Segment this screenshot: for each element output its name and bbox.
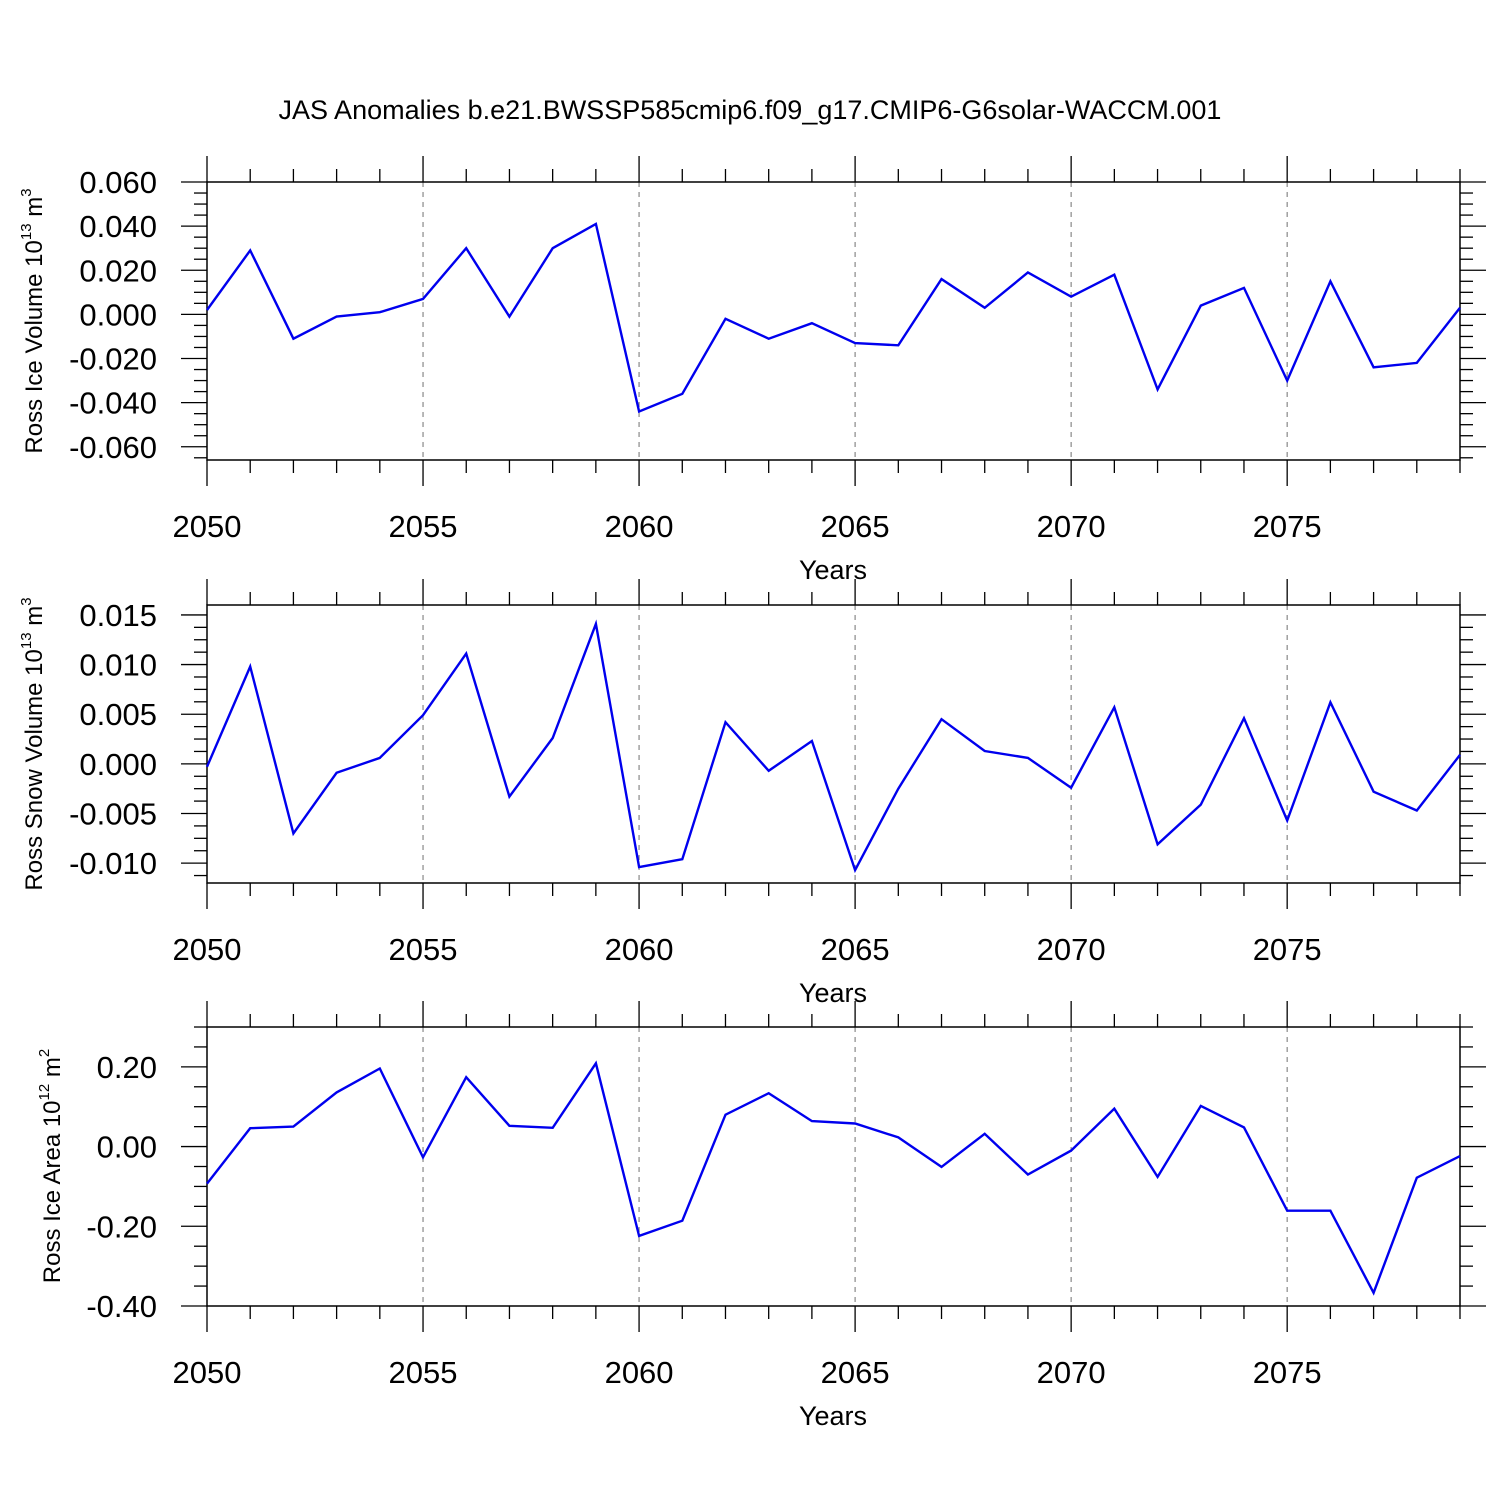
plot-frame	[206, 604, 1461, 884]
x-tick-label: 2075	[1253, 932, 1322, 967]
x-tick-label: 2055	[389, 1355, 458, 1390]
y-axis-unit-tail-exponent: 2	[36, 1049, 53, 1057]
series-line	[206, 1060, 1461, 1296]
y-axis-label-text: Ross Ice Area	[39, 1133, 66, 1283]
panel-3: -0.40 -0.20 0.00 0.20 2050 2055 2060 2065 2070 20…	[36, 1001, 1486, 1431]
y-tick-label: 0.020	[79, 253, 157, 288]
x-tick-label: 2050	[173, 932, 242, 967]
x-tick-label: 2050	[173, 509, 242, 544]
y-axis-unit-tail: m	[39, 1057, 66, 1084]
y-tick-label: -0.20	[86, 1209, 157, 1244]
x-tick-label: 2050	[173, 1355, 242, 1390]
x-tick-label: 2060	[605, 1355, 674, 1390]
y-axis-label-text: Ross Ice Volume	[21, 273, 48, 453]
y-tick-label: 0.00	[97, 1130, 157, 1165]
y-tick-label: 0.040	[79, 209, 157, 244]
x-axis-label: Years	[799, 978, 867, 1008]
y-axis-unit-base: 10	[21, 240, 48, 267]
y-tick-label: -0.060	[69, 430, 157, 465]
y-axis-unit-exponent: 12	[36, 1084, 53, 1101]
y-axis-label-space	[21, 267, 48, 274]
x-tick-label: 2065	[821, 509, 890, 544]
y-axis-label-text: Ross Snow Volume	[21, 682, 48, 890]
y-axis-label: Ross Ice Area 1012 m2	[36, 1049, 66, 1283]
x-tick-label: 2065	[821, 1355, 890, 1390]
x-tick-label: 2075	[1253, 1355, 1322, 1390]
y-tick-label: -0.040	[69, 386, 157, 421]
y-axis-label-space	[39, 1127, 66, 1134]
y-axis-label: Ross Ice Volume 1013 m3	[18, 188, 48, 453]
x-tick-label: 2065	[821, 932, 890, 967]
y-axis-unit-tail-exponent: 3	[18, 188, 35, 196]
x-tick-label: 2060	[605, 509, 674, 544]
y-tick-label: 0.010	[79, 648, 157, 683]
x-tick-label: 2070	[1037, 932, 1106, 967]
y-axis-unit-base: 10	[21, 649, 48, 676]
y-tick-label: -0.020	[69, 342, 157, 377]
x-tick-label: 2060	[605, 932, 674, 967]
y-axis-unit-base: 10	[39, 1100, 66, 1127]
x-axis-label: Years	[799, 1401, 867, 1431]
y-axis-unit-exponent: 13	[18, 632, 35, 649]
panel-1: -0.060 -0.040 -0.020 0.000 0.020 0.040 0.060 20…	[18, 156, 1486, 585]
y-axis-unit-tail: m	[21, 197, 48, 224]
plot-frame	[206, 1026, 1461, 1307]
y-tick-label: 0.000	[79, 747, 157, 782]
y-axis-unit-exponent: 13	[18, 223, 35, 240]
y-tick-label: 0.060	[79, 165, 157, 200]
series-line	[206, 222, 1461, 414]
y-axis-unit-tail-exponent: 3	[18, 597, 35, 605]
x-tick-label: 2075	[1253, 509, 1322, 544]
x-tick-label: 2055	[389, 509, 458, 544]
chart-title: JAS Anomalies b.e21.BWSSP585cmip6.f09_g1…	[279, 95, 1222, 125]
y-tick-label: 0.005	[79, 697, 157, 732]
y-axis-unit-tail: m	[21, 606, 48, 633]
panel-2: -0.010 -0.005 0.000 0.005 0.010 0.015 2050 2055…	[18, 579, 1486, 1008]
plot-frame	[206, 181, 1461, 461]
y-tick-label: 0.20	[97, 1050, 157, 1085]
x-tick-label: 2055	[389, 932, 458, 967]
y-tick-label: -0.010	[69, 846, 157, 881]
x-axis-label: Years	[799, 555, 867, 585]
y-tick-label: 0.000	[79, 297, 157, 332]
y-axis-label-space	[21, 676, 48, 683]
series-line	[205, 619, 1461, 874]
x-tick-label: 2070	[1037, 1355, 1106, 1390]
y-tick-label: 0.015	[79, 598, 157, 633]
y-tick-label: -0.40	[86, 1289, 157, 1324]
y-axis-label: Ross Snow Volume 1013 m3	[18, 597, 48, 890]
x-tick-label: 2070	[1037, 509, 1106, 544]
y-tick-label: -0.005	[69, 797, 157, 832]
